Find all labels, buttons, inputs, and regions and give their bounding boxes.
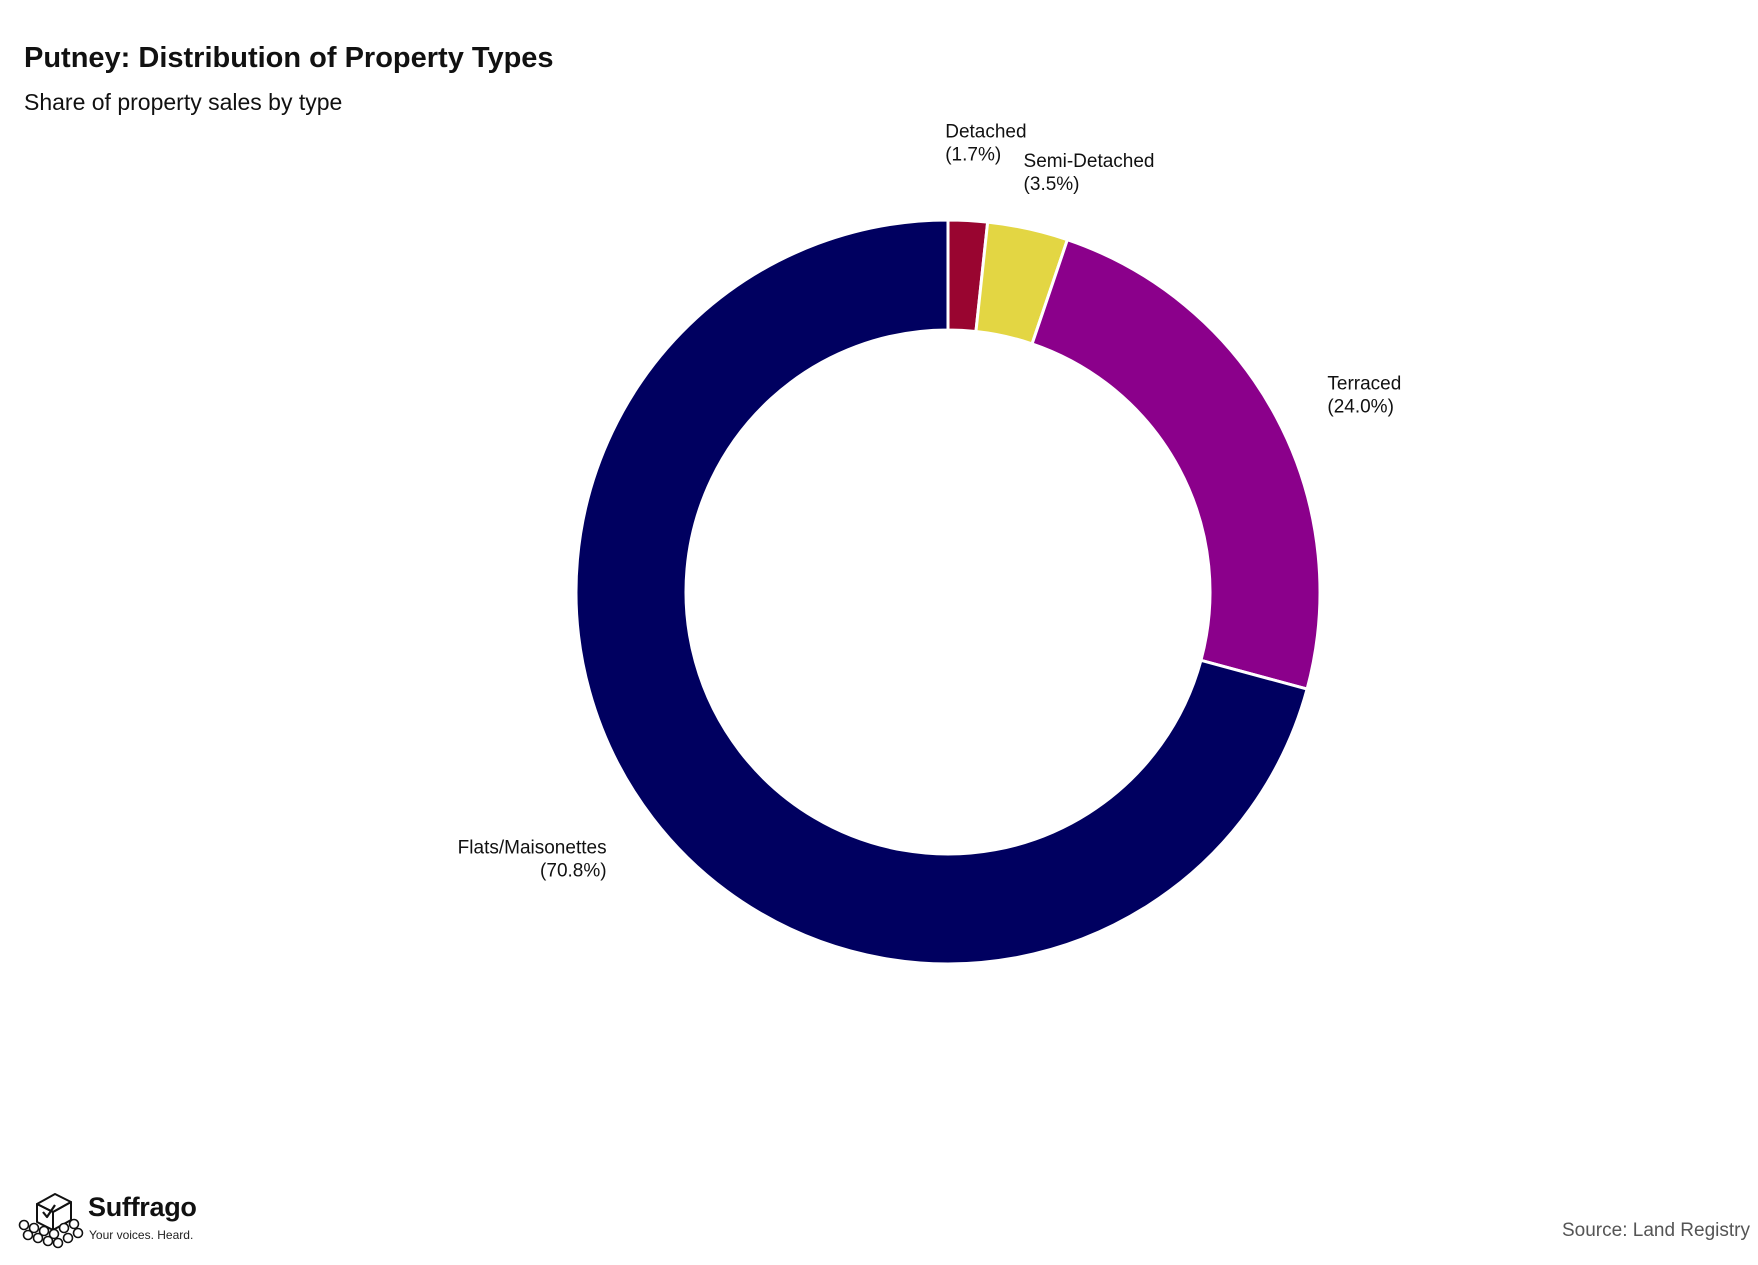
slice-label-detached: Detached (1.7%) (945, 122, 1026, 166)
brand-block: Suffrago Your voices. Heard. (14, 1190, 234, 1250)
donut-slices (574, 218, 1322, 966)
slice-terraced (1030, 237, 1322, 691)
brand-name: Suffrago (88, 1192, 197, 1222)
chart-title: Putney: Distribution of Property Types (24, 42, 554, 74)
slice-labels: Detached (1.7%) Semi-Detached (3.5%) Terrace… (458, 122, 1402, 882)
brand-tagline: Your voices. Heard. (89, 1228, 194, 1242)
slice-label-flats-maisonettes: Flats/Maisonettes (70.8%) (458, 837, 607, 881)
chart-subtitle: Share of property sales by type (24, 89, 343, 115)
source-note: Source: Land Registry (1562, 1220, 1750, 1241)
ballot-box-icon (18, 1193, 84, 1249)
slice-flats-maisonettes (574, 218, 1309, 966)
slice-label-semi-detached: Semi-Detached (3.5%) (1024, 151, 1155, 195)
slice-label-terraced: Terraced (24.0%) (1327, 374, 1401, 418)
